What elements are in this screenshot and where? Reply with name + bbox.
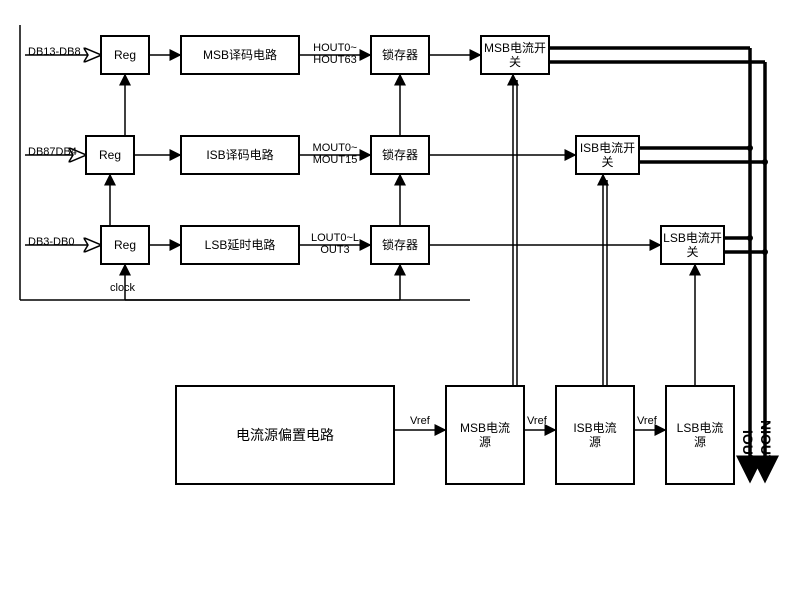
latch-lsb-label: 锁存器 [382,238,418,252]
switch-msb: MSB电流开 关 [480,35,550,75]
vref-2: Vref [527,415,547,427]
label-input-db13-db8: DB13-DB8 [28,46,81,58]
label-clock: clock [110,282,135,294]
latch-lsb: 锁存器 [370,225,430,265]
signal-hout: HOUT0~ HOUT63 [305,42,365,66]
latch-msb: 锁存器 [370,35,430,75]
vref-1: Vref [410,415,430,427]
dac-block-diagram: DB13-DB8 DB87DB4 DB3-DB0 clock Reg MSB译码… [0,0,800,601]
source-lsb-label: LSB电流 源 [677,421,724,450]
label-input-db3-db0: DB3-DB0 [28,236,74,248]
switch-isb: ISB电流开 关 [575,135,640,175]
decoder-msb-label: MSB译码电路 [203,48,277,62]
reg-msb-label: Reg [114,48,136,62]
wiring [0,0,800,601]
decoder-isb: ISB译码电路 [180,135,300,175]
reg-isb-label: Reg [99,148,121,162]
label-input-db8-db4: DB87DB4 [28,146,77,158]
source-lsb: LSB电流 源 [665,385,735,485]
switch-isb-label: ISB电流开 关 [580,141,635,170]
signal-lout: LOUT0~L OUT3 [305,232,365,256]
source-msb-label: MSB电流 源 [460,421,510,450]
bias-label: 电流源偏置电路 [236,427,334,444]
reg-isb: Reg [85,135,135,175]
delay-lsb: LSB延时电路 [180,225,300,265]
source-msb: MSB电流 源 [445,385,525,485]
latch-isb: 锁存器 [370,135,430,175]
source-isb-label: ISB电流 源 [573,421,616,450]
latch-msb-label: 锁存器 [382,48,418,62]
reg-lsb-label: Reg [114,238,136,252]
latch-isb-label: 锁存器 [382,148,418,162]
switch-lsb: LSB电流开 关 [660,225,725,265]
label-iout: IOUT [740,430,756,463]
switch-lsb-label: LSB电流开 关 [663,231,722,260]
label-niout: NIOUT [758,420,774,464]
reg-msb: Reg [100,35,150,75]
delay-lsb-label: LSB延时电路 [205,238,276,252]
switch-msb-label: MSB电流开 关 [484,41,546,70]
decoder-msb: MSB译码电路 [180,35,300,75]
decoder-isb-label: ISB译码电路 [206,148,273,162]
reg-lsb: Reg [100,225,150,265]
bias-circuit: 电流源偏置电路 [175,385,395,485]
source-isb: ISB电流 源 [555,385,635,485]
signal-mout: MOUT0~ MOUT15 [305,142,365,166]
vref-3: Vref [637,415,657,427]
